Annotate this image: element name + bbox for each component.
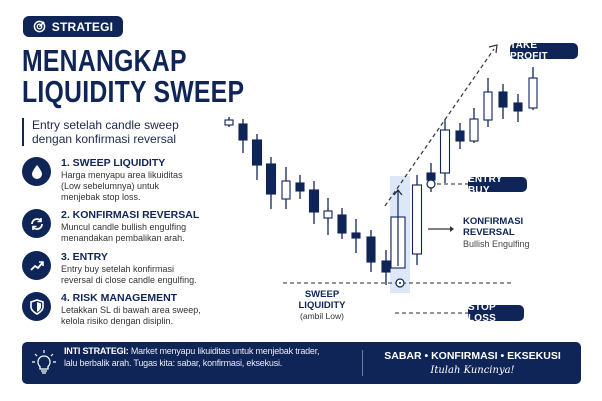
- candle-body: [411, 184, 423, 255]
- candle-body: [513, 102, 523, 112]
- candle-body: [528, 77, 538, 109]
- profit-trend-line: [384, 48, 495, 207]
- trend-up-icon: [22, 251, 51, 280]
- bullish-candle: [528, 67, 538, 110]
- candle-body: [455, 130, 465, 142]
- page-title-line1: MENANGKAP: [22, 43, 187, 78]
- target-icon: [33, 20, 46, 33]
- page-title-line2: LIQUIDITY SWEEP: [22, 74, 245, 109]
- candle-body: [323, 210, 333, 219]
- bearish-candle: [498, 84, 508, 119]
- subtitle-line: Entry setelah candle sweep: [32, 118, 179, 132]
- bearish-candle: [381, 250, 391, 285]
- bullish-candle: [439, 119, 451, 183]
- motto: SABAR • KONFIRMASI • EKSEKUSI: [384, 350, 561, 362]
- step-desc: Muncul candle bullish engulfing menandaka…: [61, 222, 187, 243]
- candle-body: [251, 139, 263, 166]
- sweep-label: SWEEP LIQUIDITY (ambil Low): [298, 289, 346, 321]
- candle-body: [366, 236, 376, 263]
- droplet-icon: [22, 157, 51, 186]
- bearish-candle: [337, 208, 347, 239]
- step-desc: Letakkan SL di bawah area sweep, kelola r…: [61, 305, 201, 326]
- lightbulb-icon: [32, 350, 56, 374]
- bearish-candle: [308, 181, 320, 224]
- bearish-candle: [238, 119, 248, 153]
- step-entry: 3. ENTRY Entry buy setelah konfirmasi rev…: [22, 251, 222, 291]
- stop-loss-badge: STOP LOSS: [468, 302, 524, 324]
- bullish-candle: [323, 198, 333, 235]
- entry-buy-badge: ENTRY BUY: [468, 174, 527, 196]
- step-title: 4. RISK MANAGEMENT: [61, 292, 178, 304]
- shield-icon: [22, 292, 51, 321]
- candle-body: [483, 91, 493, 121]
- candle-body: [224, 119, 234, 126]
- bullish-candle: [411, 175, 423, 265]
- konfirmasi-arrow-head: [450, 226, 454, 232]
- bearish-candle: [351, 219, 361, 253]
- step-title: 2. KONFIRMASI REVERSAL: [61, 209, 200, 221]
- candle-body: [281, 180, 291, 200]
- bullish-candle: [483, 78, 493, 127]
- bearish-candle: [513, 94, 523, 122]
- step-title: 1. SWEEP LIQUIDITY: [61, 157, 166, 169]
- summary-banner: INTI STRATEGI: Market menyapu likuiditas…: [22, 342, 581, 384]
- konfirmasi-label: KONFIRMASI REVERSAL Bullish Engulfing: [463, 216, 530, 249]
- subtitle: Entry setelah candle sweep dengan konfir…: [22, 118, 179, 146]
- bullish-candle: [224, 117, 234, 127]
- step-risk-management: 4. RISK MANAGEMENT Letakkan SL di bawah …: [22, 292, 222, 332]
- candle-body: [265, 163, 277, 195]
- banner-divider: [362, 350, 363, 376]
- candle-body: [238, 123, 248, 141]
- candle-body: [337, 214, 347, 234]
- candle-body: [295, 182, 305, 192]
- bearish-candle: [265, 157, 277, 209]
- entry-point-marker: [426, 179, 436, 189]
- refresh-icon: [22, 209, 51, 238]
- candle-body: [381, 260, 391, 273]
- bearish-candle: [251, 134, 263, 180]
- profit-arrow-head: [488, 44, 498, 54]
- candle-body: [498, 91, 508, 108]
- step-desc: Entry buy setelah konfirmasi reversal di …: [61, 264, 197, 285]
- candle-body: [351, 232, 361, 239]
- badge-label: STRATEGI: [51, 19, 114, 34]
- sweep-up-arrow-head: [393, 189, 403, 196]
- bullish-candle: [469, 108, 479, 143]
- subtitle-line: dengan konfirmasi reversal: [32, 132, 177, 146]
- tagline: Itulah Kuncinya!: [430, 365, 515, 376]
- candle-body: [308, 189, 320, 213]
- candle-body: [426, 172, 436, 181]
- strategy-badge: STRATEGI: [23, 16, 123, 37]
- bearish-candle: [366, 230, 376, 272]
- step-sweep-liquidity: 1. SWEEP LIQUIDITY Harga menyapu area li…: [22, 157, 222, 202]
- step-konfirmasi-reversal: 2. KONFIRMASI REVERSAL Muncul candle bul…: [22, 209, 222, 249]
- banner-text: INTI STRATEGI: Market menyapu likuiditas…: [64, 346, 320, 368]
- take-profit-badge: TAKE PROFIT: [510, 40, 578, 62]
- candle-body: [439, 129, 451, 174]
- step-title: 3. ENTRY: [61, 251, 108, 263]
- candle-body: [469, 118, 479, 142]
- bearish-candle: [295, 175, 305, 199]
- step-desc: Harga menyapu area likuiditas (Low sebelu…: [61, 170, 183, 202]
- bearish-candle: [455, 123, 465, 149]
- bullish-candle: [281, 167, 291, 209]
